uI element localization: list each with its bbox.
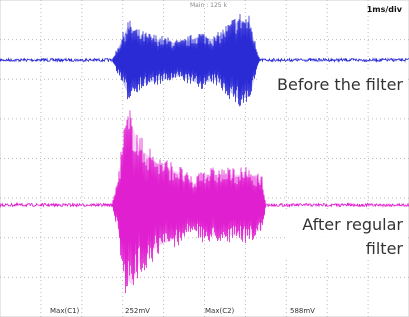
measurement-name: Max(C1) xyxy=(50,307,80,315)
measurement-value: 588mV xyxy=(290,307,315,315)
trace-label: Before the filter xyxy=(277,75,403,94)
measurement-name: Max(C2) xyxy=(205,307,235,315)
measurement-value: 252mV xyxy=(125,307,150,315)
trace-label: After regular xyxy=(302,215,403,234)
status: Main : 125 k xyxy=(190,2,228,9)
scope-screen: Main : 125 k 1ms/div Before the filter A… xyxy=(0,0,409,317)
trace-label: filter xyxy=(366,239,404,258)
timebase: 1ms/div xyxy=(367,5,403,14)
